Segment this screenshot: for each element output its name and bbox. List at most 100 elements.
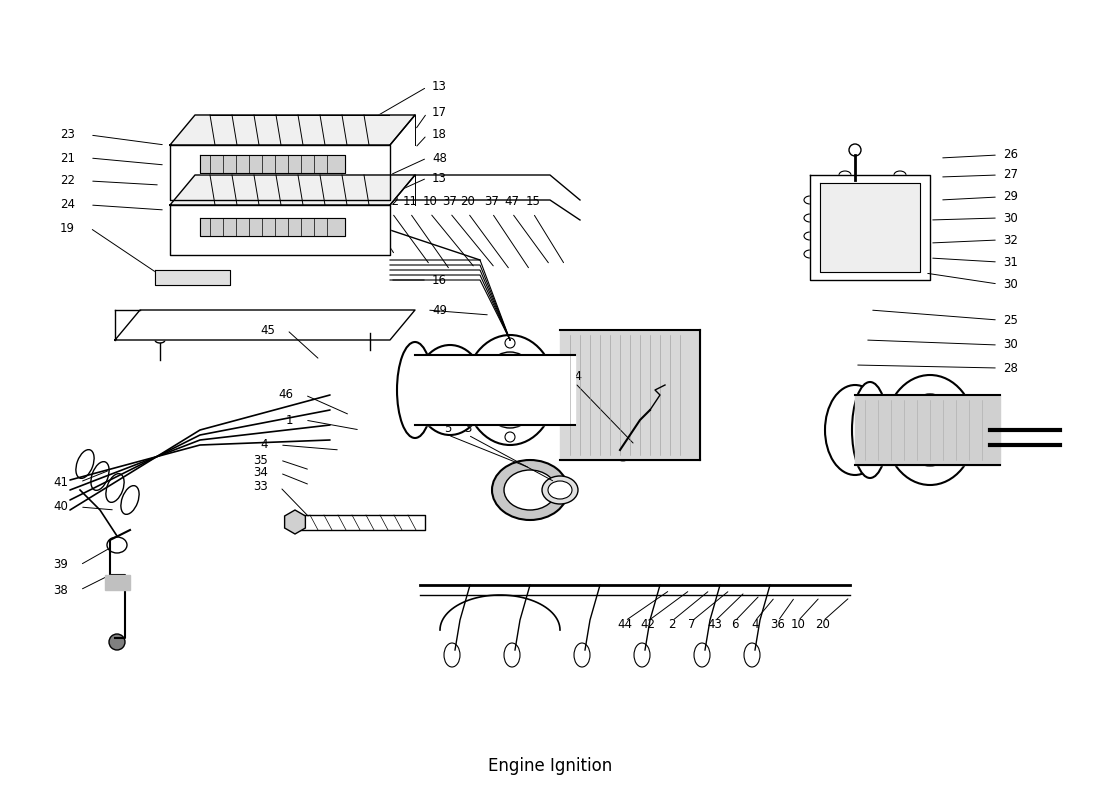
Text: 30: 30 (1003, 338, 1018, 351)
Text: 4: 4 (261, 438, 268, 451)
Ellipse shape (480, 352, 540, 428)
Ellipse shape (804, 214, 816, 222)
Ellipse shape (542, 385, 552, 395)
Text: 46: 46 (278, 389, 293, 402)
Text: 39: 39 (53, 558, 68, 571)
Text: 27: 27 (1003, 169, 1018, 182)
Ellipse shape (107, 537, 126, 553)
Text: 48: 48 (432, 151, 447, 165)
Ellipse shape (849, 144, 861, 156)
Polygon shape (855, 395, 1000, 465)
Ellipse shape (825, 385, 886, 475)
Text: 40: 40 (53, 501, 68, 514)
Text: 10: 10 (422, 195, 438, 208)
Text: 42: 42 (640, 618, 656, 631)
Polygon shape (170, 175, 415, 205)
Ellipse shape (415, 345, 485, 435)
Ellipse shape (121, 486, 139, 514)
Text: 13: 13 (432, 171, 447, 185)
Text: 44: 44 (617, 618, 632, 631)
Text: 8: 8 (344, 195, 352, 208)
Text: 32: 32 (1003, 234, 1018, 246)
Polygon shape (170, 205, 390, 255)
Ellipse shape (76, 450, 95, 478)
Polygon shape (116, 310, 415, 340)
Text: 28: 28 (1003, 362, 1018, 374)
Text: 7: 7 (689, 618, 695, 631)
Polygon shape (820, 183, 920, 272)
Text: 38: 38 (53, 583, 68, 597)
Ellipse shape (505, 432, 515, 442)
Polygon shape (295, 515, 425, 530)
Text: 47: 47 (505, 195, 519, 208)
Text: 24: 24 (60, 198, 75, 211)
Polygon shape (810, 175, 930, 280)
Text: 5: 5 (444, 422, 452, 435)
Text: 2: 2 (669, 618, 675, 631)
Ellipse shape (852, 382, 888, 478)
Text: 33: 33 (253, 481, 268, 494)
Text: 37: 37 (442, 195, 458, 208)
Ellipse shape (444, 643, 460, 667)
Ellipse shape (502, 380, 518, 400)
Ellipse shape (634, 643, 650, 667)
Text: 37: 37 (485, 195, 499, 208)
Text: 34: 34 (253, 466, 268, 479)
Ellipse shape (504, 643, 520, 667)
Ellipse shape (902, 394, 958, 466)
Ellipse shape (468, 385, 478, 395)
Polygon shape (104, 575, 130, 590)
Text: 49: 49 (432, 303, 447, 317)
Polygon shape (170, 115, 415, 145)
Polygon shape (285, 510, 306, 534)
Ellipse shape (804, 232, 816, 240)
Text: 36: 36 (771, 618, 785, 631)
Polygon shape (200, 155, 345, 173)
Ellipse shape (886, 375, 975, 485)
Ellipse shape (505, 338, 515, 348)
Ellipse shape (574, 643, 590, 667)
Text: 30: 30 (1003, 278, 1018, 290)
Text: 22: 22 (60, 174, 75, 187)
Ellipse shape (839, 171, 851, 179)
Text: 9: 9 (364, 195, 372, 208)
Ellipse shape (106, 474, 124, 502)
Text: 30: 30 (1003, 211, 1018, 225)
Text: 14: 14 (568, 370, 583, 383)
Ellipse shape (504, 470, 556, 510)
Text: 17: 17 (432, 106, 447, 119)
Text: 13: 13 (432, 81, 447, 94)
Text: 41: 41 (53, 475, 68, 489)
Text: 1: 1 (286, 414, 293, 426)
Ellipse shape (492, 460, 568, 520)
Ellipse shape (548, 481, 572, 499)
Text: 29: 29 (1003, 190, 1018, 203)
Ellipse shape (465, 335, 556, 445)
Ellipse shape (894, 171, 906, 179)
Ellipse shape (109, 634, 125, 650)
Ellipse shape (542, 476, 578, 504)
Ellipse shape (615, 445, 631, 461)
Text: 26: 26 (1003, 149, 1018, 162)
Text: 20: 20 (815, 618, 830, 631)
Text: 4: 4 (751, 618, 759, 631)
Text: 15: 15 (526, 195, 540, 208)
Ellipse shape (397, 342, 433, 438)
Ellipse shape (694, 643, 710, 667)
Text: 19: 19 (60, 222, 75, 234)
Text: 12: 12 (385, 195, 399, 208)
Polygon shape (560, 330, 700, 460)
Text: 20: 20 (461, 195, 475, 208)
Text: 25: 25 (1003, 314, 1018, 326)
Text: 10: 10 (791, 618, 805, 631)
Ellipse shape (804, 196, 816, 204)
Text: Engine Ignition: Engine Ignition (488, 757, 612, 775)
Polygon shape (170, 145, 390, 200)
Text: 31: 31 (1003, 255, 1018, 269)
Polygon shape (415, 355, 575, 425)
Text: 16: 16 (432, 274, 447, 286)
Text: 21: 21 (60, 151, 75, 165)
Text: 43: 43 (707, 618, 723, 631)
Text: 35: 35 (253, 454, 268, 466)
Text: 45: 45 (260, 323, 275, 337)
